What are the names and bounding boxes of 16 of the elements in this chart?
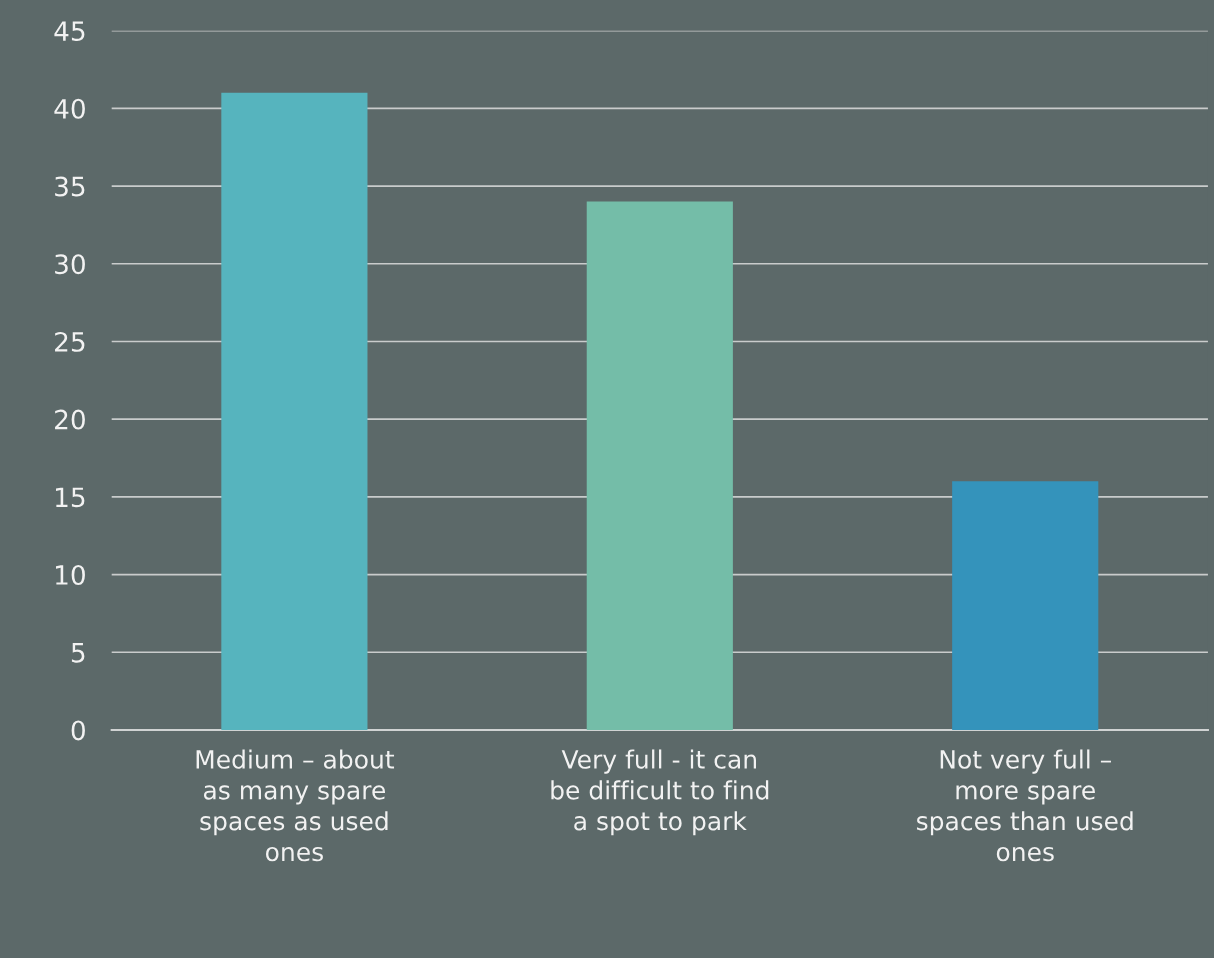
- y-tick-label: 15: [56, 487, 85, 508]
- x-tick-label: Medium – about as many spare spaces as used ones: [196, 749, 395, 862]
- x-tick-label: Not very full – more spare spaces than used ones: [916, 749, 1133, 862]
- y-tick-label: 0: [71, 720, 85, 741]
- y-tick-label: 10: [56, 565, 85, 585]
- y-tick-label: 35: [55, 176, 85, 197]
- y-tick-label: 30: [55, 254, 85, 275]
- bar: [221, 92, 368, 730]
- bar: [952, 481, 1099, 730]
- y-tick-label: 25: [55, 331, 85, 352]
- x-tick-label: Very full - it can be difficult to find a spot to park: [551, 749, 769, 836]
- y-tick-label: 20: [55, 409, 85, 430]
- y-tick-label: 40: [54, 98, 85, 119]
- y-tick-label: 45: [54, 21, 85, 42]
- bar: [586, 201, 733, 730]
- y-tick-label: 5: [71, 643, 85, 663]
